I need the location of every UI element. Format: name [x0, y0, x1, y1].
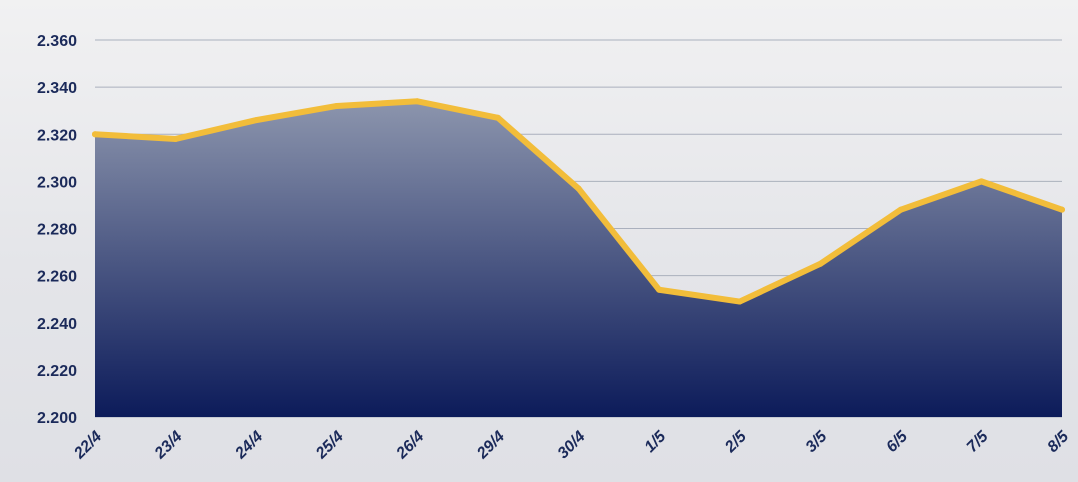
- data-point-2/5: [736, 298, 743, 305]
- x-tick-label: 2/5: [721, 427, 750, 456]
- area-fill: [95, 101, 1062, 417]
- data-point-29/4: [494, 114, 501, 121]
- data-point-7/5: [978, 178, 985, 185]
- data-point-23/4: [172, 135, 179, 142]
- y-tick-label: 2.260: [37, 269, 77, 286]
- data-point-30/4: [575, 185, 582, 192]
- y-tick-label: 2.340: [37, 80, 77, 97]
- x-tick-label: 6/5: [883, 427, 912, 456]
- data-point-24/4: [253, 117, 260, 124]
- data-point-3/5: [817, 260, 824, 267]
- data-point-25/4: [333, 102, 340, 109]
- x-tick-label: 24/4: [232, 428, 267, 463]
- x-tick-label: 3/5: [803, 427, 832, 456]
- x-tick-label: 30/4: [555, 428, 589, 462]
- y-tick-label: 2.300: [37, 174, 77, 191]
- y-tick-label: 2.240: [37, 316, 77, 333]
- area-fill-layer: [95, 101, 1062, 417]
- y-tick-label: 2.360: [37, 33, 77, 50]
- y-tick-label: 2.320: [37, 127, 77, 144]
- x-tick-label: 29/4: [473, 428, 508, 463]
- data-point-6/5: [897, 206, 904, 213]
- x-tick-label: 26/4: [393, 428, 428, 463]
- y-tick-label: 2.200: [37, 410, 77, 427]
- series-line-layer: [92, 98, 1065, 305]
- x-tick-label: 25/4: [312, 428, 347, 463]
- x-tick-label: 22/4: [70, 428, 105, 463]
- y-tick-label: 2.280: [37, 222, 77, 239]
- data-point-26/4: [414, 98, 421, 105]
- data-point-8/5: [1059, 206, 1065, 213]
- x-tick-label: 7/5: [964, 427, 993, 456]
- x-tick-label: 23/4: [151, 428, 186, 463]
- y-axis-tick-labels: 2.200 2.220 2.240 2.260 2.280 2.300 2.320 2.340…: [37, 33, 77, 427]
- data-point-22/4: [92, 131, 98, 138]
- x-axis-tick-labels: 22/4 23/4 24/4 25/4 26/4 29/4 30/4 1/5 2/5 3/5 6/5…: [70, 427, 1073, 463]
- data-point-1/5: [656, 286, 663, 293]
- x-tick-label: 8/5: [1044, 427, 1073, 456]
- y-tick-label: 2.220: [37, 363, 77, 380]
- x-tick-label: 1/5: [642, 427, 671, 456]
